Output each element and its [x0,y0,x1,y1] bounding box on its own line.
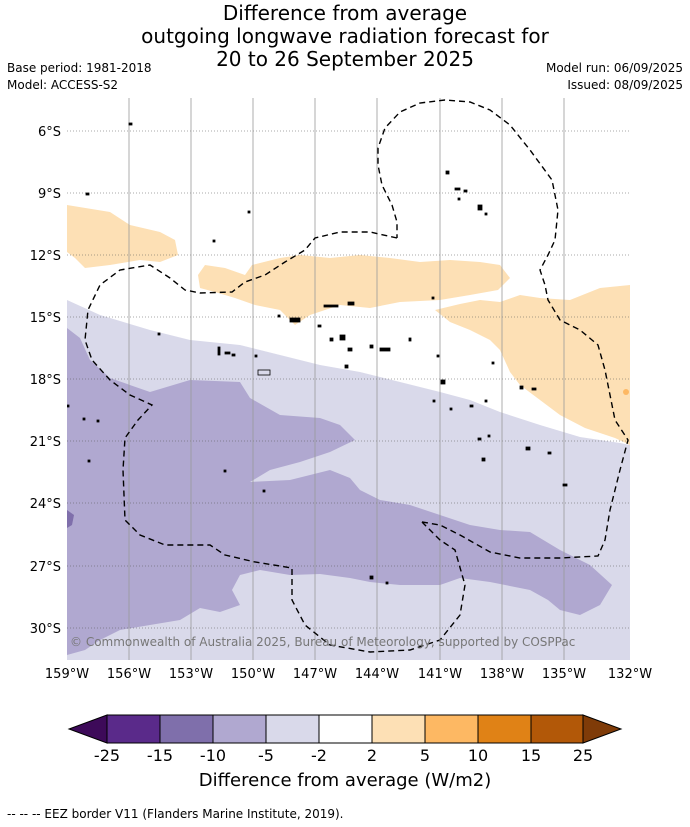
chart-title: Difference from average outgoing longwav… [0,2,690,71]
anomaly-area-pos5-10-spot [623,389,629,395]
colorbar-bin [106,714,161,744]
lon-label: 135°W [542,667,586,682]
lat-label: 27°S [30,560,61,575]
anomaly-area-neg5-10 [67,328,612,655]
anomaly-area-pos2-5-west [67,205,178,268]
anomaly-area-neg10-15 [67,510,74,528]
model-name: Model: ACCESS-S2 [7,78,119,92]
colorbar-tick: -10 [200,746,226,765]
title-line-2: outgoing longwave radiation forecast for [141,24,549,48]
islands [67,122,568,585]
lat-label: 21°S [30,435,61,450]
lat-label: 12°S [30,249,61,264]
lon-label: 159°W [45,667,89,682]
colorbar-tick: -25 [94,746,120,765]
colorbar-tick: -5 [258,746,274,765]
lon-label: 147°W [293,667,337,682]
base-period: Base period: 1981-2018 [7,61,152,75]
graticule [67,130,630,629]
lon-label: 138°W [480,667,524,682]
meta-right: Model run: 06/09/2025 Issued: 08/09/2025 [546,60,683,94]
lat-label: 15°S [30,311,61,326]
lon-label: 156°W [107,667,151,682]
lat-label: 18°S [30,373,61,388]
colorbar-bin [212,714,267,744]
colorbar [67,714,623,744]
lon-label: 144°W [355,667,399,682]
lon-label: 150°W [231,667,275,682]
colorbar-bin [159,714,214,744]
lon-label: 141°W [418,667,462,682]
anomaly-area-pos2-5-central [198,255,510,325]
eez-border [84,99,629,653]
colorbar-ticks: -25 -15 -10 -5 -2 2 5 10 15 25 [94,746,593,765]
lon-labels: 159°W 156°W 153°W 150°W 147°W 144°W 141°… [45,667,652,682]
model-run: Model run: 06/09/2025 [545,61,683,75]
lon-label: 153°W [169,667,213,682]
lat-label: 6°S [38,125,61,140]
lon-label: 132°W [608,667,652,682]
colorbar-tick: 2 [367,746,377,765]
copyright-text: © Commonwealth of Australia 2025, Bureau… [70,635,575,649]
colorbar-bin [318,714,373,744]
colorbar-tick: 15 [521,746,541,765]
colorbar-extend-low [67,714,108,744]
colorbar-tick: 10 [468,746,488,765]
lat-labels: 6°S 9°S 12°S 15°S 18°S 21°S 24°S 27°S 30… [30,125,61,637]
colorbar-tick: -15 [147,746,173,765]
anomaly-area-pos2-5-east [435,285,630,445]
meridians [128,98,565,660]
colorbar-tick: -2 [311,746,327,765]
issued-date: Issued: 08/09/2025 [567,78,683,92]
lat-label: 24°S [30,497,61,512]
meta-left: Base period: 1981-2018 Model: ACCESS-S2 [7,60,152,94]
colorbar-bin [477,714,532,744]
colorbar-bin [371,714,426,744]
map-plot-area: © Commonwealth of Australia 2025, Bureau… [67,98,630,660]
colorbar-bin [424,714,479,744]
lat-label: 30°S [30,622,61,637]
lat-label: 9°S [38,187,61,202]
colorbar-tick: 5 [420,746,430,765]
colorbar-bin [265,714,320,744]
title-line-1: Difference from average [222,1,468,25]
colorbar-label: Difference from average (W/m2) [198,770,492,791]
colorbar-tick: 25 [573,746,593,765]
colorbar-bin [530,714,584,744]
eez-legend-note: -- -- -- EEZ border V11 (Flanders Marine… [7,807,344,821]
title-line-3: 20 to 26 September 2025 [216,47,474,71]
colorbar-extend-high [582,714,623,744]
